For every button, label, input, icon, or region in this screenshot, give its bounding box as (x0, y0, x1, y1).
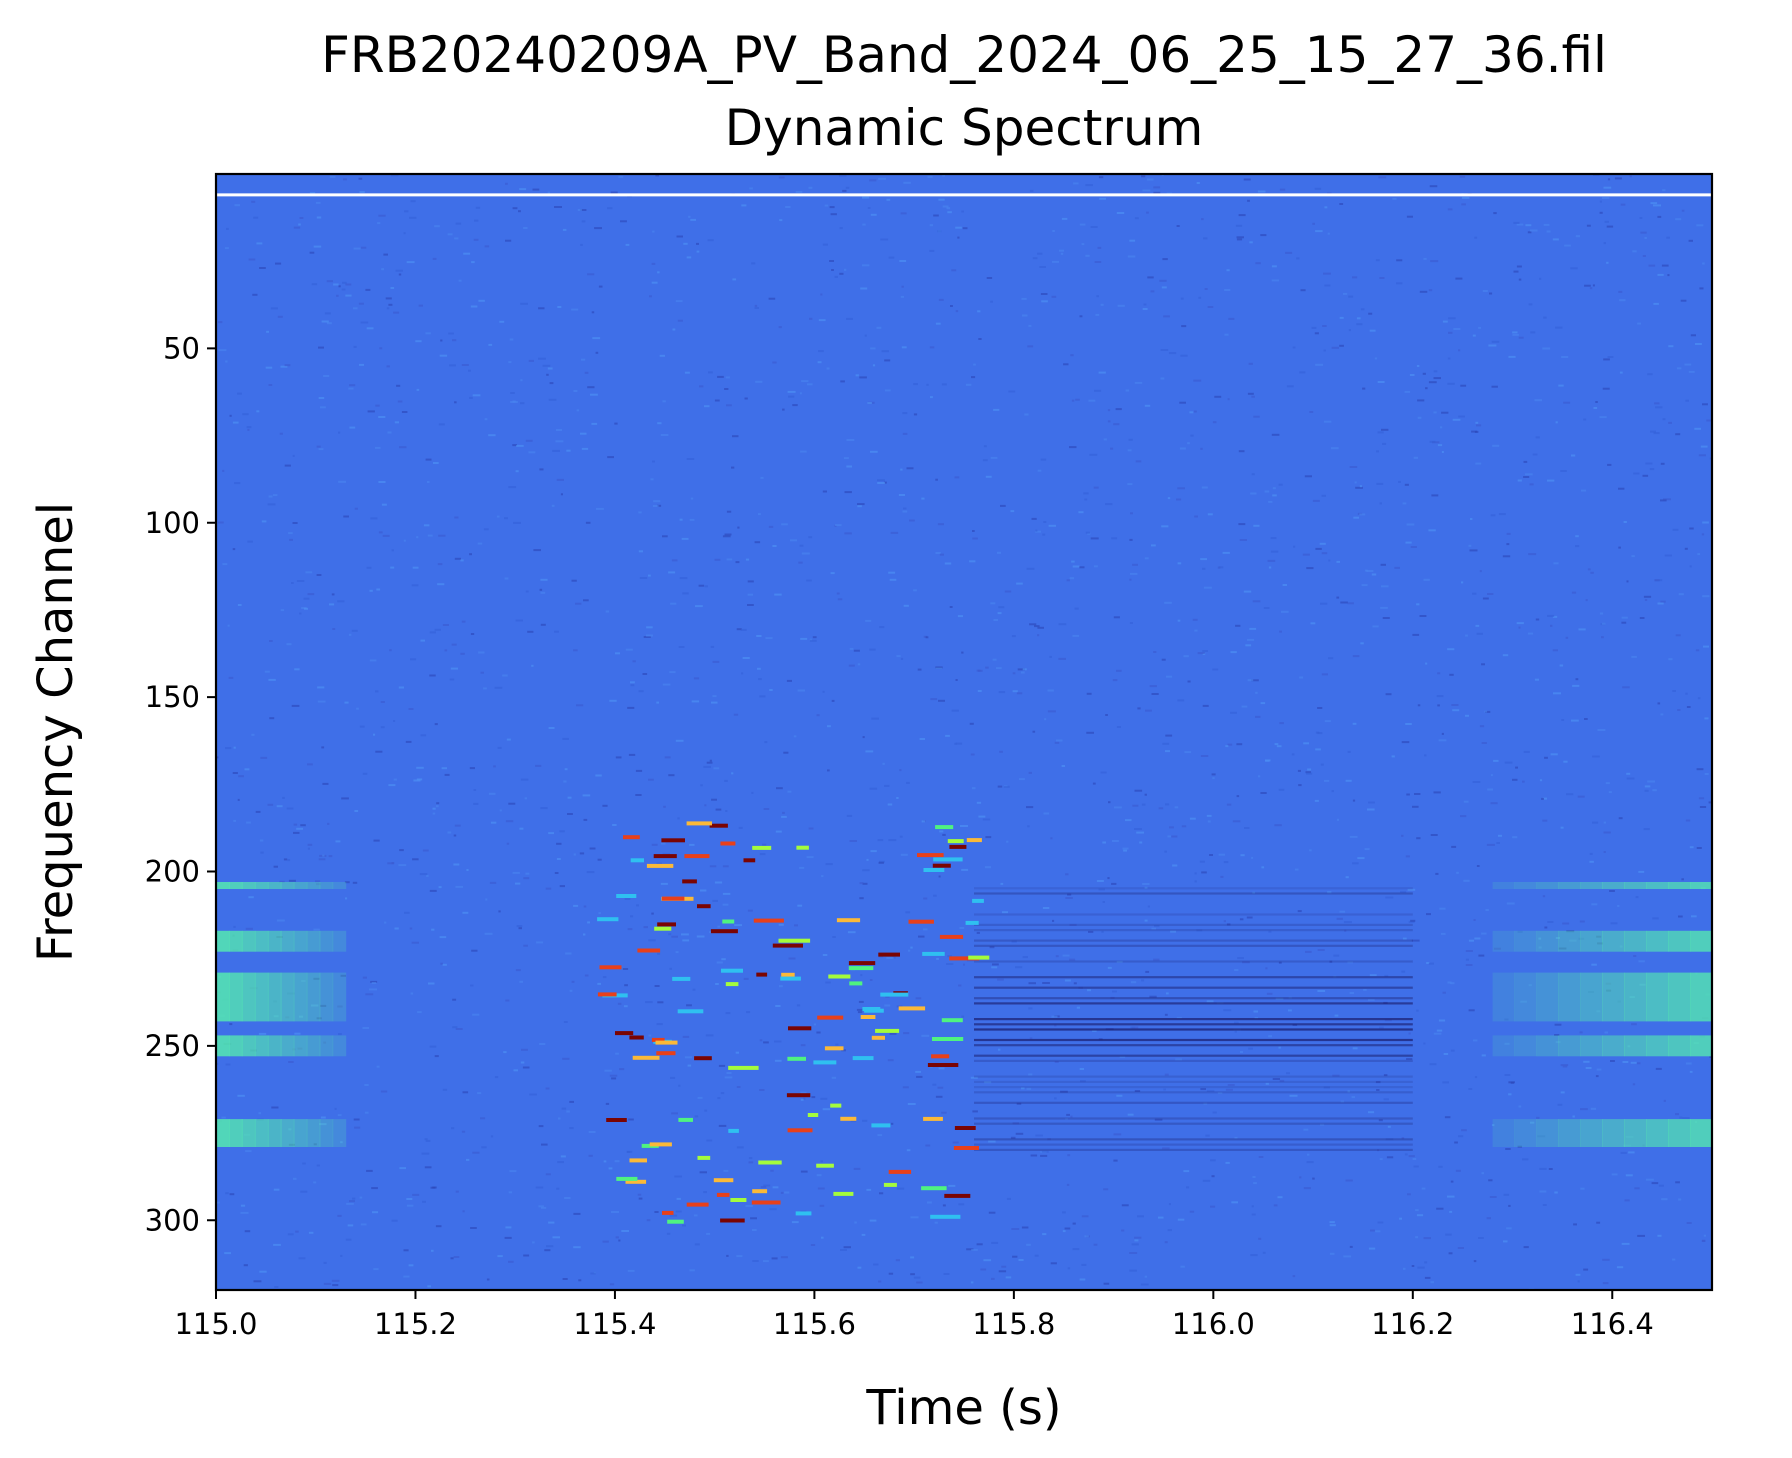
bright-channel-bands (216, 882, 1712, 1147)
y-tick-label: 200 (145, 855, 200, 889)
burst-signal (597, 821, 990, 1224)
y-axis-label: Frequency Channel (28, 502, 84, 962)
x-tick-label: 116.0 (1172, 1307, 1255, 1341)
x-tick-label: 116.4 (1571, 1307, 1654, 1341)
y-tick-label: 100 (145, 506, 200, 540)
y-tick-label: 50 (163, 331, 200, 365)
y-tick-label: 250 (145, 1029, 200, 1063)
y-tick-label: 300 (145, 1203, 200, 1237)
chart-title: FRB20240209A_PV_Band_2024_06_25_15_27_36… (321, 26, 1607, 84)
y-tick-label: 150 (145, 680, 200, 714)
x-axis-label: Time (s) (865, 1380, 1061, 1436)
x-tick-label: 116.2 (1371, 1307, 1454, 1341)
x-tick-label: 115.0 (174, 1307, 257, 1341)
dip-region (974, 887, 1413, 1151)
x-tick-label: 115.4 (573, 1307, 656, 1341)
x-tick-label: 115.6 (773, 1307, 856, 1341)
heatmap-background (216, 174, 1712, 1290)
heatmap-image (216, 174, 1712, 1290)
x-tick-label: 115.8 (972, 1307, 1055, 1341)
x-axis: 115.0 115.2 115.4 115.6 115.8 116.0 116.2 116.4 (174, 1290, 1654, 1341)
heatmap-noise (216, 174, 1712, 1290)
chart-subtitle: Dynamic Spectrum (725, 99, 1204, 157)
x-tick-label: 115.2 (374, 1307, 457, 1341)
plot-frame (214, 172, 1714, 1292)
y-axis: 50 100 150 200 250 300 (145, 331, 216, 1237)
